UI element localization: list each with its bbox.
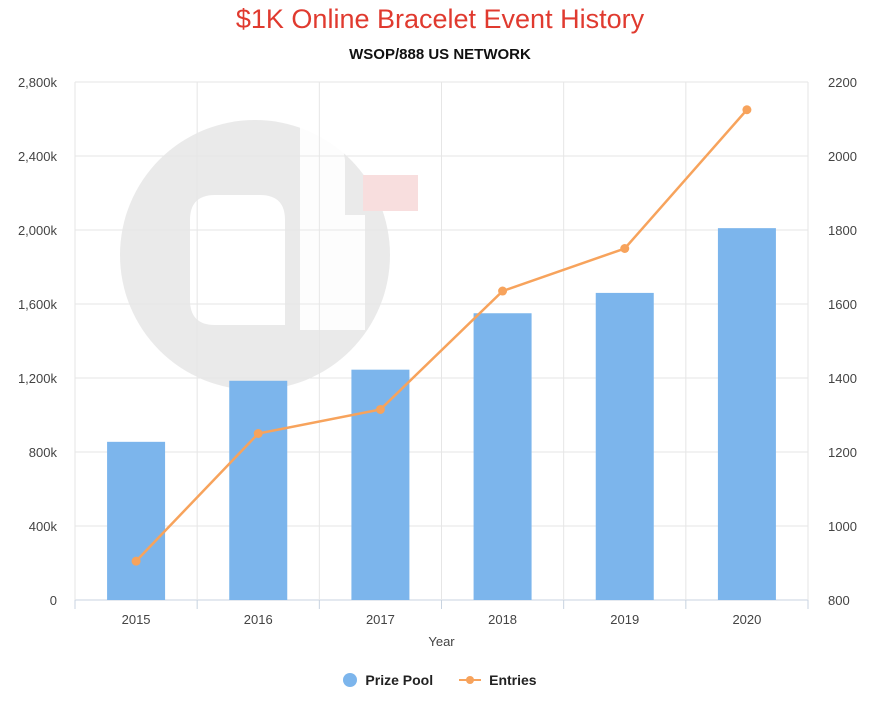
bar-prize-pool-2016[interactable] (229, 380, 288, 600)
x-tick-label: 2019 (610, 612, 639, 627)
left-tick-label: 1,600k (18, 297, 58, 312)
left-tick-label: 400k (29, 519, 58, 534)
right-tick-label: 1600 (828, 297, 857, 312)
x-tick-label: 2017 (366, 612, 395, 627)
x-tick-label: 2015 (122, 612, 151, 627)
point-entries-2019[interactable] (620, 244, 630, 253)
right-tick-label: 1000 (828, 519, 857, 534)
right-tick-label: 1400 (828, 371, 857, 386)
x-axis-label: Year (428, 634, 455, 649)
left-tick-label: 2,000k (18, 223, 58, 238)
entries-line (135, 108, 748, 563)
left-tick-label: 1,200k (18, 371, 58, 386)
right-tick-label: 2200 (828, 75, 857, 90)
legend-label-prize-pool: Prize Pool (365, 672, 434, 688)
grid-lines (74, 81, 809, 609)
watermark-logo (120, 120, 418, 390)
x-axis-ticks: 2015 2016 2017 2018 2019 2020 (122, 612, 762, 627)
chart-title: $1K Online Bracelet Event History (235, 4, 645, 34)
x-tick-label: 2020 (732, 612, 761, 627)
right-tick-label: 1200 (828, 445, 857, 460)
legend-swatch-prize-pool (343, 673, 358, 687)
legend-label-entries: Entries (489, 672, 537, 688)
right-axis-ticks: 800 1000 1200 1400 1600 1800 2000 2200 (828, 75, 857, 608)
chart-subtitle: WSOP/888 US NETWORK (349, 46, 531, 63)
legend-item-entries[interactable]: Entries (459, 672, 537, 688)
point-entries-2016[interactable] (253, 429, 263, 438)
left-axis-ticks: 0 400k 800k 1,200k 1,600k 2,000k 2,400k 2,800k (18, 75, 58, 608)
left-tick-label: 800k (29, 445, 58, 460)
right-tick-label: 1800 (828, 223, 857, 238)
x-tick-label: 2018 (488, 612, 517, 627)
right-tick-label: 2000 (828, 149, 857, 164)
point-entries-2015[interactable] (131, 556, 141, 566)
bar-prize-pool-2017[interactable] (351, 369, 410, 600)
left-tick-label: 0 (50, 593, 57, 608)
legend-swatch-entries (459, 673, 482, 687)
bar-prize-pool-2018[interactable] (473, 313, 532, 600)
bar-prize-pool-2015[interactable] (107, 441, 166, 600)
x-tick-label: 2016 (244, 612, 273, 627)
bar-prize-pool-2019[interactable] (595, 292, 654, 600)
point-entries-2018[interactable] (498, 286, 508, 296)
bar-series-prize-pool (107, 228, 776, 600)
bar-prize-pool-2020[interactable] (717, 228, 776, 600)
legend-item-prize-pool[interactable]: Prize Pool (343, 672, 433, 688)
point-entries-2020[interactable] (742, 105, 752, 115)
right-tick-label: 800 (828, 593, 850, 608)
legend: Prize Pool Entries (0, 672, 880, 688)
left-tick-label: 2,800k (18, 75, 58, 90)
point-entries-2017[interactable] (375, 404, 385, 414)
line-series-entries (131, 105, 752, 566)
left-tick-label: 2,400k (18, 149, 58, 164)
